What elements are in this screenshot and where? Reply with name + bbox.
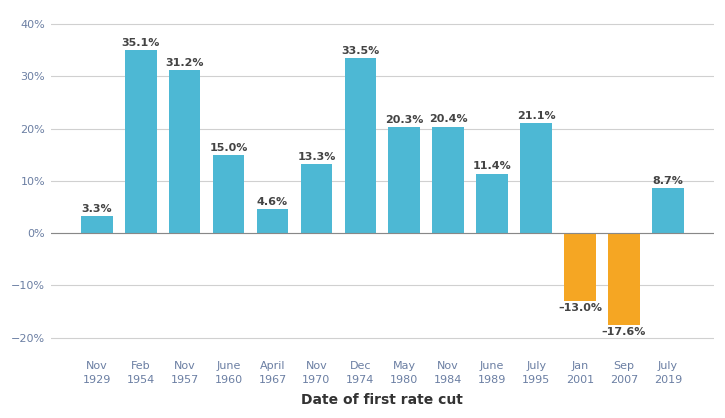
Bar [652,188,684,233]
Text: 13.3%: 13.3% [297,151,336,161]
Bar [301,163,332,233]
Text: 31.2%: 31.2% [165,58,204,68]
Text: 21.1%: 21.1% [517,111,555,121]
Bar [344,58,376,233]
Bar [389,127,420,233]
Text: 35.1%: 35.1% [122,38,160,48]
Bar [169,70,200,233]
Bar [257,209,289,233]
Text: 15.0%: 15.0% [210,143,248,153]
Text: 20.4%: 20.4% [429,115,468,125]
Text: 3.3%: 3.3% [81,204,112,214]
Bar [125,50,157,233]
Bar [476,173,508,233]
Bar [212,155,244,233]
Bar [521,123,552,233]
Text: 33.5%: 33.5% [341,46,379,56]
Bar [81,216,112,233]
Text: 11.4%: 11.4% [473,161,512,171]
Bar [432,127,464,233]
X-axis label: Date of first rate cut: Date of first rate cut [302,393,463,407]
Bar [608,233,639,325]
Text: 8.7%: 8.7% [652,176,684,186]
Text: 4.6%: 4.6% [257,197,288,207]
Text: 20.3%: 20.3% [385,115,423,125]
Text: –13.0%: –13.0% [558,303,602,313]
Bar [564,233,596,301]
Text: –17.6%: –17.6% [602,327,646,337]
